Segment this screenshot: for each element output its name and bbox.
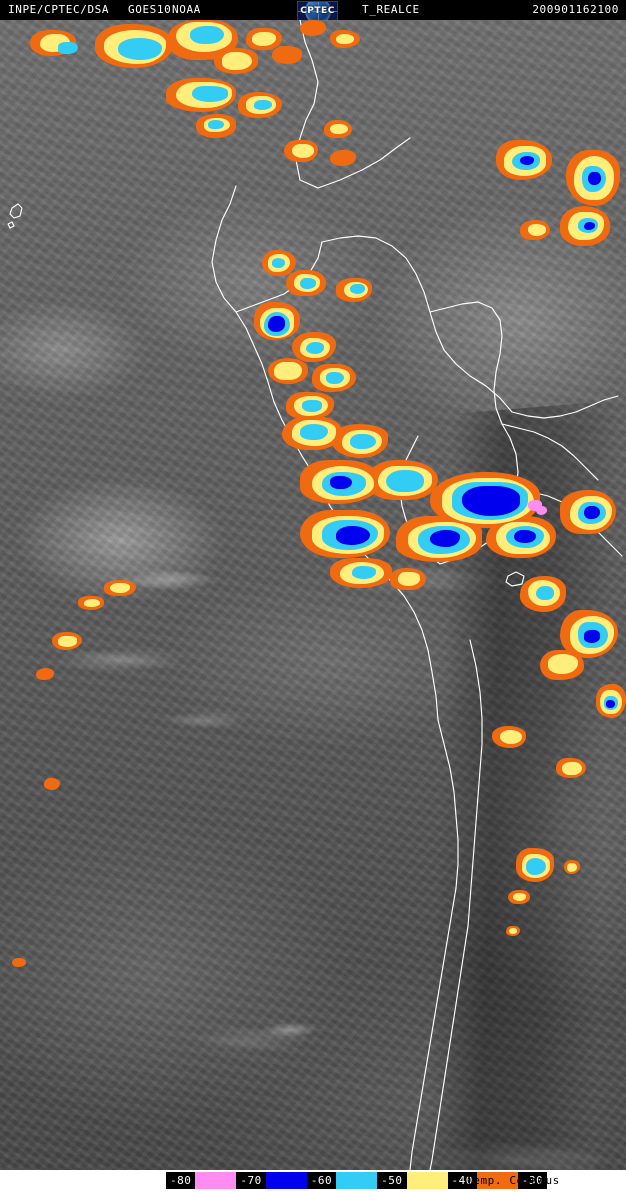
enhancement-blob — [272, 46, 302, 64]
legend-swatch-2 — [265, 1172, 307, 1189]
legend-label-1: -80 — [166, 1172, 196, 1189]
enhancement-blob — [350, 434, 376, 449]
coastline-chile — [429, 639, 483, 1170]
enhancement-blob — [190, 26, 224, 44]
enhancement-blob — [302, 400, 322, 412]
enhancement-blob — [300, 424, 328, 440]
enhancement-blob — [528, 500, 542, 511]
globe-longitude-line — [317, 2, 319, 20]
instrument-label: NOAA — [172, 3, 201, 16]
enhancement-blob — [12, 958, 26, 967]
island-outline-a — [9, 203, 23, 219]
legend-swatch-4 — [406, 1172, 448, 1189]
image-header-bar: INPE/CPTEC/DSA NOAA GOES10 T_REALCE 2009… — [0, 0, 626, 21]
enhancement-blob — [336, 34, 354, 44]
temperature-enhancement-layer — [0, 20, 626, 1170]
enhancement-blob — [536, 586, 554, 600]
enhancement-blob — [562, 762, 582, 775]
enhancement-blob — [548, 654, 578, 674]
enhancement-blob — [386, 470, 424, 492]
enhancement-blob — [268, 316, 285, 332]
enhancement-blob — [584, 222, 595, 230]
enhancement-blob — [44, 778, 60, 790]
enhancement-blob — [500, 730, 522, 744]
globe-latitude-line — [298, 11, 337, 12]
enhancement-blob — [330, 476, 352, 489]
enhancement-blob — [513, 893, 526, 901]
enhancement-blob — [336, 526, 370, 545]
enhancement-blob — [300, 278, 316, 289]
lake-outline-small — [505, 571, 525, 587]
enhancement-blob — [536, 506, 547, 515]
satellite-label: GOES10 — [128, 3, 172, 16]
enhancement-blob — [300, 20, 326, 36]
border-chile-argentina — [409, 719, 459, 1170]
enhancement-blob — [192, 86, 228, 102]
enhancement-blob — [606, 700, 615, 708]
enhancement-blob — [584, 630, 600, 643]
agency-label: INPE/CPTEC/DSA — [8, 3, 110, 16]
enhancement-blob — [58, 42, 78, 54]
enhancement-blob — [222, 52, 252, 70]
enhancement-blob — [462, 486, 520, 516]
enhancement-blob — [84, 599, 100, 607]
enhancement-blob — [58, 636, 77, 647]
enhancement-blob — [118, 38, 162, 60]
enhancement-blob — [352, 566, 376, 579]
legend-label-2: -70 — [236, 1172, 266, 1189]
temperature-legend: -80 -70 -60 -50 -40 -30 Temp. Celsius — [0, 1170, 626, 1192]
enhancement-blob — [514, 530, 536, 543]
legend-label-5: -40 — [447, 1172, 477, 1189]
timestamp-label: 200901162100 — [532, 3, 619, 16]
legend-label-3: -60 — [306, 1172, 337, 1189]
enhancement-blob — [588, 172, 601, 185]
coastline-pacific-north — [211, 185, 439, 721]
enhancement-blob — [330, 150, 356, 166]
enhancement-blob — [398, 572, 420, 586]
enhancement-blob — [526, 858, 546, 875]
cptec-logo: CPTEC — [297, 1, 338, 21]
legend-swatch-1 — [195, 1172, 237, 1189]
legend-label-6: -30 — [517, 1172, 548, 1189]
enhancement-blob — [274, 362, 302, 380]
enhancement-blob — [326, 372, 344, 384]
legend-label-4: -50 — [377, 1172, 407, 1189]
border-colombia-east — [299, 137, 411, 189]
enhancement-blob — [430, 530, 460, 547]
enhancement-blob — [520, 156, 534, 165]
enhancement-blob — [306, 342, 324, 354]
enhancement-blob — [528, 224, 546, 236]
enhancement-blob — [36, 668, 54, 680]
enhancement-blob — [208, 120, 224, 129]
product-label: T_REALCE — [362, 3, 420, 16]
legend-swatch-5 — [476, 1172, 518, 1189]
enhancement-blob — [254, 100, 272, 110]
border-brazil-bolivia — [501, 423, 599, 481]
legend-swatch-3 — [336, 1172, 378, 1189]
enhancement-blob — [350, 284, 365, 294]
enhancement-blob — [252, 32, 276, 46]
legend-unit-label: Temp. Celsius — [466, 1174, 560, 1187]
enhancement-blob — [272, 258, 285, 268]
satellite-image — [0, 20, 626, 1170]
legend-scale: -80 -70 -60 -50 -40 -30 — [166, 1172, 548, 1189]
border-brazil-west — [511, 395, 619, 419]
enhancement-blob — [330, 124, 348, 134]
enhancement-blob — [509, 928, 517, 934]
enhancement-blob — [110, 583, 130, 593]
island-outline-b — [7, 221, 15, 229]
border-peru-east — [321, 235, 513, 413]
enhancement-blob — [292, 144, 314, 158]
cptec-logo-text: CPTEC — [300, 6, 335, 16]
enhancement-blob — [584, 506, 600, 519]
enhancement-blob — [567, 863, 577, 872]
